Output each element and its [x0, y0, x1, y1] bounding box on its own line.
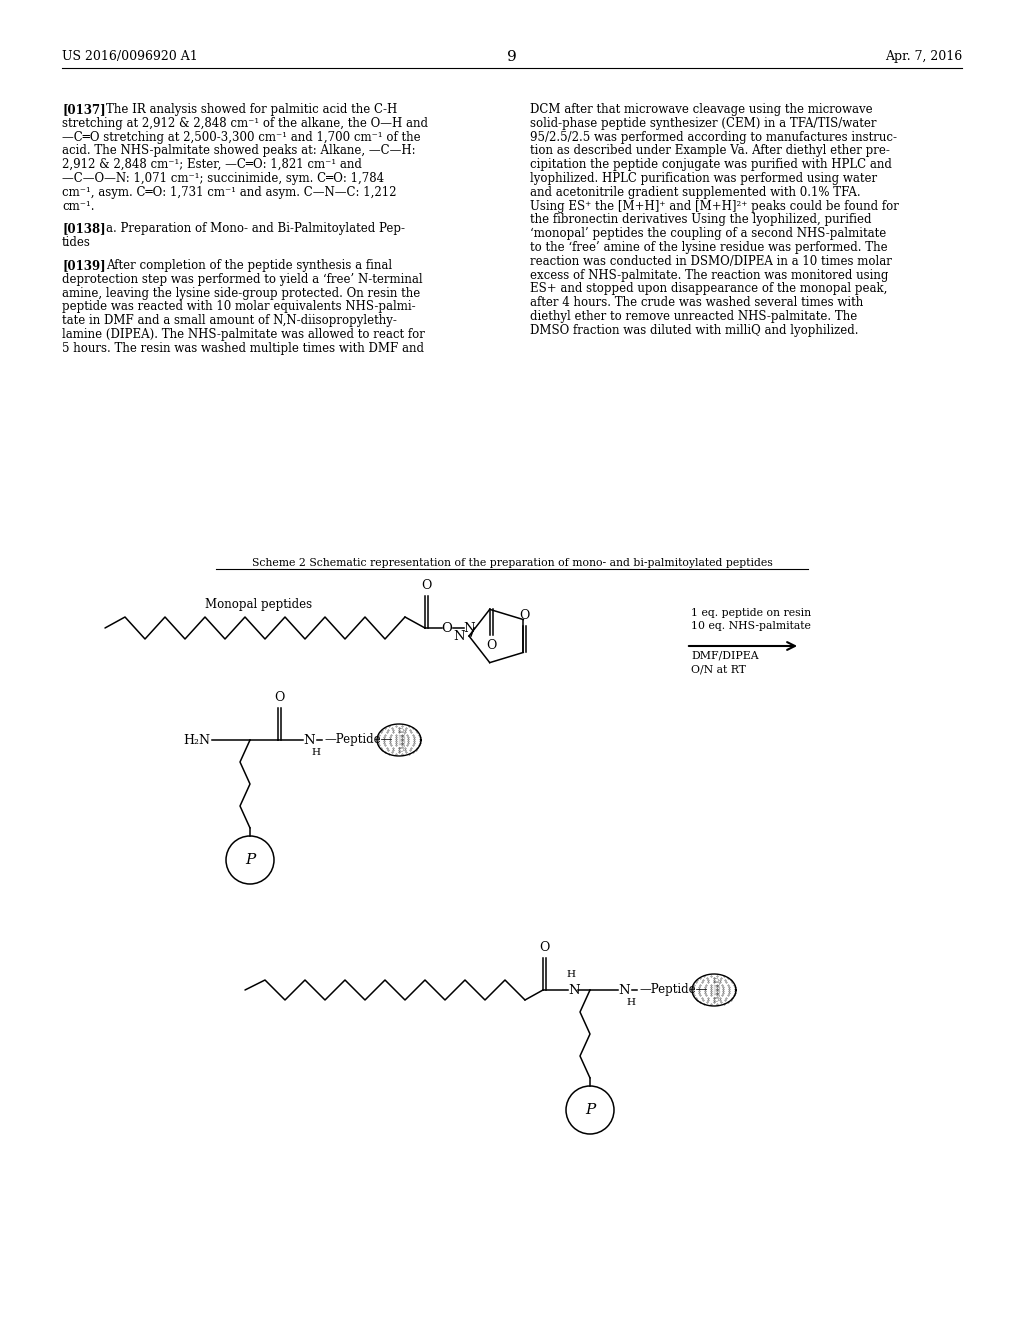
Text: DCM after that microwave cleavage using the microwave: DCM after that microwave cleavage using … [530, 103, 872, 116]
Text: O: O [486, 639, 497, 652]
Text: 9: 9 [507, 50, 517, 63]
Text: O: O [519, 610, 530, 623]
Text: to the ‘free’ amine of the lysine residue was performed. The: to the ‘free’ amine of the lysine residu… [530, 242, 888, 253]
Text: US 2016/0096920 A1: US 2016/0096920 A1 [62, 50, 198, 63]
Text: lyophilized. HPLC purification was performed using water: lyophilized. HPLC purification was perfo… [530, 172, 878, 185]
Text: reaction was conducted in DSMO/DIPEA in a 10 times molar: reaction was conducted in DSMO/DIPEA in … [530, 255, 892, 268]
Text: tides: tides [62, 236, 91, 249]
Text: tate in DMF and a small amount of N,N-diisopropylethy-: tate in DMF and a small amount of N,N-di… [62, 314, 397, 327]
Text: H: H [566, 970, 575, 979]
Text: N: N [463, 622, 475, 635]
Text: H: H [311, 748, 319, 756]
Text: ES+ and stopped upon disappearance of the monopal peak,: ES+ and stopped upon disappearance of th… [530, 282, 888, 296]
Text: Scheme 2 Schematic representation of the preparation of mono- and bi-palmitoylat: Scheme 2 Schematic representation of the… [252, 558, 772, 568]
Text: excess of NHS-palmitate. The reaction was monitored using: excess of NHS-palmitate. The reaction wa… [530, 268, 889, 281]
Text: H: H [626, 998, 635, 1007]
Text: Apr. 7, 2016: Apr. 7, 2016 [885, 50, 962, 63]
Text: N: N [568, 983, 580, 997]
Text: ‘monopal’ peptides the coupling of a second NHS-palmitate: ‘monopal’ peptides the coupling of a sec… [530, 227, 886, 240]
Text: —Peptide—: —Peptide— [639, 983, 708, 997]
Text: 1 eq. peptide on resin: 1 eq. peptide on resin [691, 609, 811, 618]
Text: Monopal peptides: Monopal peptides [205, 598, 312, 611]
Text: and acetonitrile gradient supplemented with 0.1% TFA.: and acetonitrile gradient supplemented w… [530, 186, 860, 199]
Text: peptide was reacted with 10 molar equivalents NHS-palmi-: peptide was reacted with 10 molar equiva… [62, 301, 416, 313]
Text: —C—O—N: 1,071 cm⁻¹; succinimide, sym. C═O: 1,784: —C—O—N: 1,071 cm⁻¹; succinimide, sym. C═… [62, 172, 384, 185]
Text: 10 eq. NHS-palmitate: 10 eq. NHS-palmitate [691, 620, 811, 631]
Text: O: O [441, 622, 453, 635]
Text: O: O [421, 579, 432, 591]
Text: lamine (DIPEA). The NHS-palmitate was allowed to react for: lamine (DIPEA). The NHS-palmitate was al… [62, 327, 425, 341]
Text: P: P [585, 1104, 595, 1117]
Text: H₂N: H₂N [183, 734, 210, 747]
Text: N: N [303, 734, 314, 747]
Text: [0139]: [0139] [62, 259, 105, 272]
Text: amine, leaving the lysine side-group protected. On resin the: amine, leaving the lysine side-group pro… [62, 286, 420, 300]
Text: The IR analysis showed for palmitic acid the C-H: The IR analysis showed for palmitic acid… [106, 103, 397, 116]
Text: DMSO fraction was diluted with milliQ and lyophilized.: DMSO fraction was diluted with milliQ an… [530, 323, 858, 337]
Text: P: P [245, 853, 255, 867]
Text: 95/2.5/2.5 was performed according to manufactures instruc-: 95/2.5/2.5 was performed according to ma… [530, 131, 897, 144]
Text: DMF/DIPEA: DMF/DIPEA [691, 651, 759, 661]
Text: [0138]: [0138] [62, 222, 105, 235]
Text: stretching at 2,912 & 2,848 cm⁻¹ of the alkane, the O—H and: stretching at 2,912 & 2,848 cm⁻¹ of the … [62, 116, 428, 129]
Text: acid. The NHS-palmitate showed peaks at: Alkane, —C—H:: acid. The NHS-palmitate showed peaks at:… [62, 144, 416, 157]
Text: the fibronectin derivatives Using the lyophilized, purified: the fibronectin derivatives Using the ly… [530, 214, 871, 227]
Text: cm⁻¹, asym. C═O: 1,731 cm⁻¹ and asym. C—N—C: 1,212: cm⁻¹, asym. C═O: 1,731 cm⁻¹ and asym. C—… [62, 186, 396, 199]
Text: cm⁻¹.: cm⁻¹. [62, 199, 94, 213]
Text: O: O [274, 690, 285, 704]
Text: tion as described under Example Va. After diethyl ether pre-: tion as described under Example Va. Afte… [530, 144, 890, 157]
Text: [0137]: [0137] [62, 103, 105, 116]
Text: deprotection step was performed to yield a ‘free’ N-terminal: deprotection step was performed to yield… [62, 273, 423, 286]
Text: N: N [618, 983, 630, 997]
Text: cipitation the peptide conjugate was purified with HPLC and: cipitation the peptide conjugate was pur… [530, 158, 892, 172]
Text: N: N [454, 630, 465, 643]
Text: —Peptide—: —Peptide— [324, 734, 392, 747]
Text: After completion of the peptide synthesis a final: After completion of the peptide synthesi… [106, 259, 392, 272]
Text: solid-phase peptide synthesizer (CEM) in a TFA/TIS/water: solid-phase peptide synthesizer (CEM) in… [530, 116, 877, 129]
Text: Using ES⁺ the [M+H]⁺ and [M+H]²⁺ peaks could be found for: Using ES⁺ the [M+H]⁺ and [M+H]²⁺ peaks c… [530, 199, 899, 213]
Text: a. Preparation of Mono- and Bi-Palmitoylated Pep-: a. Preparation of Mono- and Bi-Palmitoyl… [106, 222, 406, 235]
Text: O/N at RT: O/N at RT [691, 664, 745, 675]
Text: 2,912 & 2,848 cm⁻¹; Ester, —C═O: 1,821 cm⁻¹ and: 2,912 & 2,848 cm⁻¹; Ester, —C═O: 1,821 c… [62, 158, 361, 172]
Text: O: O [540, 941, 550, 954]
Text: 5 hours. The resin was washed multiple times with DMF and: 5 hours. The resin was washed multiple t… [62, 342, 424, 355]
Text: diethyl ether to remove unreacted NHS-palmitate. The: diethyl ether to remove unreacted NHS-pa… [530, 310, 857, 323]
Text: after 4 hours. The crude was washed several times with: after 4 hours. The crude was washed seve… [530, 296, 863, 309]
Text: —C═O stretching at 2,500-3,300 cm⁻¹ and 1,700 cm⁻¹ of the: —C═O stretching at 2,500-3,300 cm⁻¹ and … [62, 131, 421, 144]
